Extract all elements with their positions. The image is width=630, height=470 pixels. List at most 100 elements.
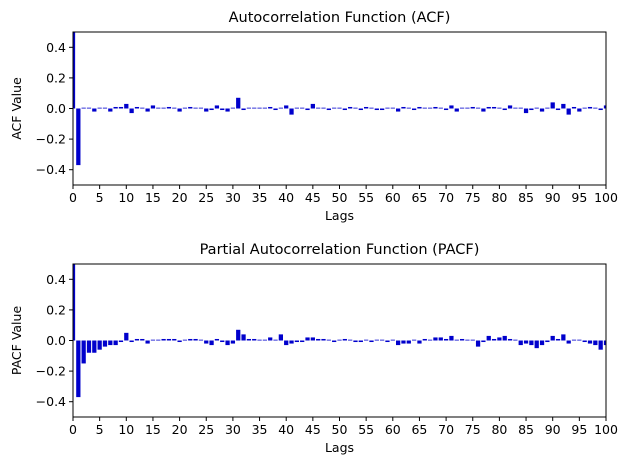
bar-lag-7 <box>108 108 113 112</box>
x-tick-label: 65 <box>411 422 427 437</box>
bar-lag-15 <box>150 105 156 109</box>
bar-lag-13 <box>140 107 145 109</box>
bar-lag-62 <box>401 340 406 344</box>
bar-lag-67 <box>427 107 433 109</box>
bar-lag-63 <box>406 107 411 109</box>
chart-0: 0 5 10 15 20 25 30 35 40 45 50 55 60 65 70 75 80 85 90 95 10… <box>9 10 618 223</box>
bar-lag-57 <box>374 339 379 341</box>
bar-lag-6 <box>102 340 108 347</box>
bar-lag-60 <box>390 339 395 341</box>
bar-lag-16 <box>156 107 161 109</box>
bar-lag-100 <box>603 105 606 109</box>
bar-lag-47 <box>321 107 326 109</box>
bar-lag-17 <box>161 107 166 109</box>
bar-lag-51 <box>342 338 347 341</box>
y-tick-label: 0.4 <box>46 272 66 287</box>
bar-lag-43 <box>300 107 305 109</box>
chart-title: Partial Autocorrelation Function (PACF) <box>200 242 480 258</box>
bar-lag-7 <box>108 340 113 346</box>
bar-lag-0 <box>73 264 76 341</box>
x-tick-label: 90 <box>545 422 561 437</box>
y-axis-label: PACF Value <box>9 306 24 376</box>
bar-lag-98 <box>593 340 598 346</box>
bar-lag-80 <box>497 107 502 109</box>
bar-lag-33 <box>246 338 252 341</box>
bar-group <box>73 32 606 166</box>
bar-lag-35 <box>257 107 262 109</box>
bar-lag-95 <box>577 339 582 341</box>
x-tick-label: 60 <box>385 422 401 437</box>
bar-lag-90 <box>550 102 555 109</box>
bar-lag-54 <box>358 340 363 343</box>
bar-lag-23 <box>193 338 198 341</box>
bar-group <box>73 264 606 398</box>
bar-lag-24 <box>198 107 204 109</box>
bar-lag-64 <box>411 108 417 111</box>
x-tick-label: 55 <box>358 190 374 205</box>
bar-lag-70 <box>443 338 449 341</box>
bar-lag-42 <box>294 107 299 109</box>
bar-lag-96 <box>582 107 587 109</box>
bar-lag-78 <box>486 106 491 109</box>
x-axis-label: Lags <box>325 208 354 223</box>
bar-lag-90 <box>550 335 555 341</box>
bar-lag-9 <box>118 106 124 109</box>
x-tick-label: 70 <box>438 190 454 205</box>
x-tick-label: 65 <box>411 190 427 205</box>
bar-lag-44 <box>305 337 310 341</box>
bar-lag-60 <box>390 107 395 109</box>
x-tick-label: 95 <box>571 190 587 205</box>
bar-lag-74 <box>465 107 470 109</box>
x-tick-label: 25 <box>198 190 214 205</box>
y-tick-label: −0.4 <box>36 162 66 177</box>
bar-lag-91 <box>555 108 561 111</box>
bar-lag-93 <box>566 340 571 344</box>
bar-lag-76 <box>475 340 481 347</box>
x-tick-label: 0 <box>69 190 77 205</box>
x-tick-label: 30 <box>225 422 241 437</box>
bar-lag-29 <box>225 108 230 112</box>
bar-lag-9 <box>118 340 124 343</box>
x-tick-label: 45 <box>305 422 321 437</box>
y-tick-label: 0.4 <box>46 40 66 55</box>
x-tick-label: 75 <box>465 190 481 205</box>
x-axis-label: Lags <box>325 440 354 455</box>
bar-lag-68 <box>433 106 438 109</box>
bar-lag-18 <box>166 338 172 341</box>
x-tick-label: 15 <box>145 422 161 437</box>
x-tick-label: 30 <box>225 190 241 205</box>
bar-lag-94 <box>571 339 577 341</box>
bar-lag-20 <box>177 108 182 112</box>
y-tick-label: 0.0 <box>46 333 66 348</box>
bar-lag-17 <box>161 338 166 341</box>
bar-lag-98 <box>593 107 598 109</box>
bar-lag-93 <box>566 108 571 115</box>
y-tick-label: 0.0 <box>46 101 66 116</box>
bar-lag-10 <box>124 332 129 341</box>
x-tick-label: 25 <box>198 422 214 437</box>
bar-lag-48 <box>326 108 331 111</box>
bar-lag-39 <box>278 334 283 341</box>
bar-lag-95 <box>577 108 582 112</box>
bar-lag-31 <box>236 329 241 341</box>
bar-lag-71 <box>449 335 454 341</box>
bar-lag-45 <box>310 103 315 109</box>
bar-lag-62 <box>401 106 406 109</box>
bar-lag-41 <box>289 340 294 344</box>
bar-lag-47 <box>321 338 326 341</box>
bar-lag-3 <box>86 340 92 353</box>
bar-lag-56 <box>369 107 374 109</box>
bar-lag-32 <box>241 334 246 341</box>
bar-lag-92 <box>561 334 566 341</box>
x-tick-label: 80 <box>491 190 507 205</box>
x-tick-label: 75 <box>465 422 481 437</box>
bar-lag-40 <box>284 105 289 109</box>
bar-lag-14 <box>145 340 150 344</box>
bar-lag-99 <box>598 108 603 111</box>
bar-lag-1 <box>76 108 81 166</box>
bar-lag-97 <box>587 106 593 109</box>
bar-lag-46 <box>316 338 321 341</box>
bar-lag-3 <box>86 107 92 109</box>
bar-lag-89 <box>545 107 550 109</box>
